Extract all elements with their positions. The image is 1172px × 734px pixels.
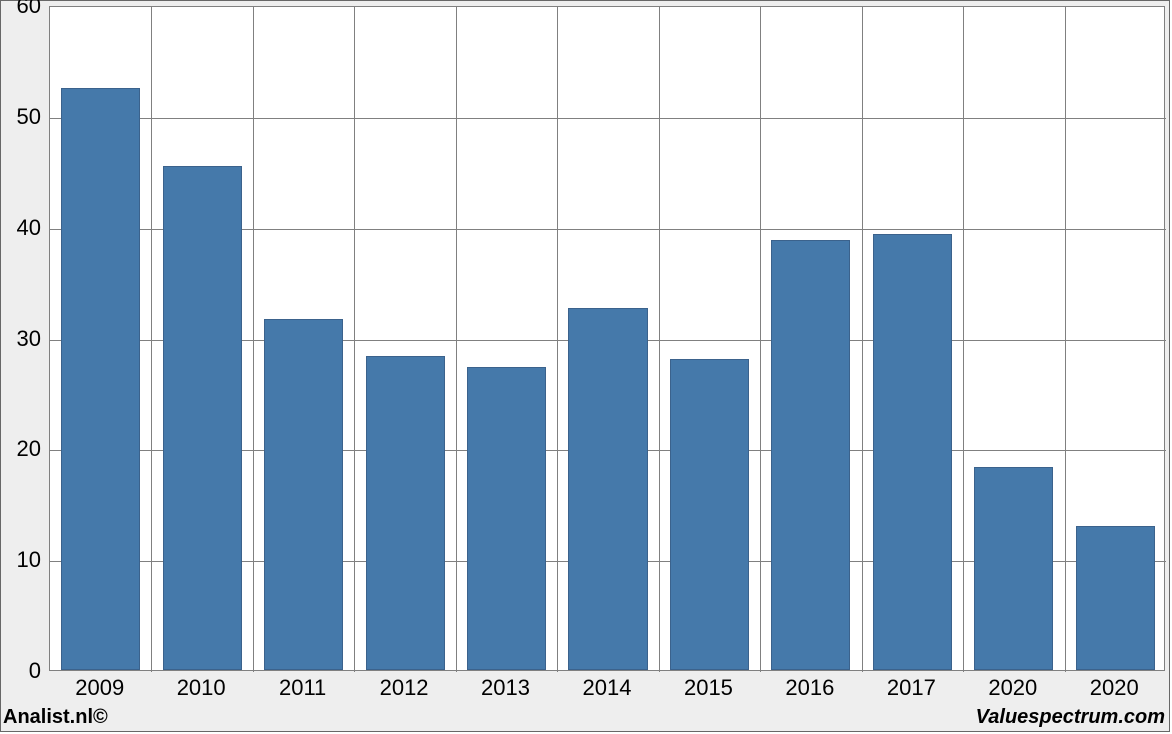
x-tick-label: 2015 xyxy=(678,675,738,701)
chart-frame: 0 10 20 30 40 50 60 2009 2010 2011 2012 2013 2014 20… xyxy=(0,0,1170,732)
bar xyxy=(873,234,952,670)
bar xyxy=(61,88,140,670)
gridline-v xyxy=(253,7,254,672)
gridline-v xyxy=(862,7,863,672)
y-tick-label: 60 xyxy=(17,0,41,19)
y-tick-label: 30 xyxy=(17,326,41,352)
attribution-left: Analist.nl© xyxy=(3,706,108,729)
x-tick-label: 2012 xyxy=(374,675,434,701)
y-tick-label: 0 xyxy=(29,658,41,684)
x-tick-label: 2014 xyxy=(577,675,637,701)
gridline-v xyxy=(963,7,964,672)
x-tick-label: 2013 xyxy=(476,675,536,701)
bar xyxy=(467,367,546,670)
gridline-v xyxy=(1065,7,1066,672)
bar xyxy=(1076,526,1155,670)
bar xyxy=(670,359,749,670)
x-tick-label: 2020 xyxy=(1084,675,1144,701)
y-tick-label: 40 xyxy=(17,215,41,241)
x-tick-label: 2009 xyxy=(70,675,130,701)
bar xyxy=(771,240,850,670)
gridline-v xyxy=(456,7,457,672)
bar xyxy=(366,356,445,670)
y-tick-label: 50 xyxy=(17,104,41,130)
gridline-v xyxy=(557,7,558,672)
bar xyxy=(163,166,242,670)
y-tick-label: 10 xyxy=(17,547,41,573)
x-tick-label: 2020 xyxy=(983,675,1043,701)
gridline-v xyxy=(760,7,761,672)
x-tick-label: 2017 xyxy=(881,675,941,701)
gridline-h xyxy=(50,118,1166,119)
x-tick-label: 2010 xyxy=(171,675,231,701)
bar xyxy=(568,308,647,670)
x-tick-label: 2011 xyxy=(273,675,333,701)
attribution-right: Valuespectrum.com xyxy=(976,706,1165,729)
bar xyxy=(264,319,343,670)
gridline-v xyxy=(151,7,152,672)
gridline-v xyxy=(659,7,660,672)
bar xyxy=(974,467,1053,670)
x-tick-label: 2016 xyxy=(780,675,840,701)
plot-area xyxy=(49,6,1165,671)
y-tick-label: 20 xyxy=(17,436,41,462)
gridline-v xyxy=(354,7,355,672)
